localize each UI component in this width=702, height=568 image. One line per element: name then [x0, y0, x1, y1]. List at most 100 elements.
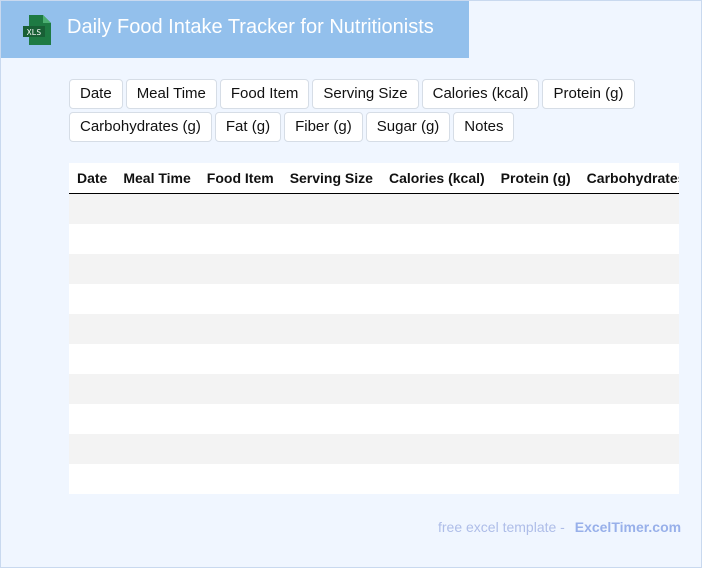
column-header[interactable]: Protein (g) — [492, 163, 579, 194]
column-header[interactable]: Calories (kcal) — [380, 163, 493, 194]
table-cell[interactable] — [199, 344, 282, 374]
table-cell[interactable] — [492, 314, 579, 344]
column-chip[interactable]: Food Item — [219, 79, 310, 109]
table-cell[interactable] — [579, 464, 679, 494]
table-cell[interactable] — [493, 284, 579, 314]
svg-text:XLS: XLS — [27, 28, 42, 37]
column-header[interactable]: Carbohydrates — [578, 163, 679, 194]
column-header[interactable]: Meal Time — [115, 163, 199, 194]
table-cell[interactable] — [578, 193, 679, 224]
table-cell[interactable] — [493, 344, 579, 374]
table-cell[interactable] — [579, 404, 679, 434]
table-cell[interactable] — [69, 464, 115, 494]
table-cell[interactable] — [69, 284, 115, 314]
table-cell[interactable] — [381, 224, 493, 254]
table-cell[interactable] — [380, 254, 493, 284]
table-cell[interactable] — [115, 374, 199, 404]
table-cell[interactable] — [69, 404, 115, 434]
column-chip[interactable]: Meal Time — [125, 79, 217, 109]
table-row — [69, 374, 679, 404]
table-row — [69, 434, 679, 464]
table-header-row: Date Meal Time Food Item Serving Size Calori… — [69, 163, 679, 194]
table-cell[interactable] — [578, 314, 679, 344]
table-cell[interactable] — [493, 224, 579, 254]
table-cell[interactable] — [69, 434, 116, 464]
table-cell[interactable] — [492, 374, 579, 404]
column-chip[interactable]: Calories (kcal) — [421, 79, 540, 109]
table-cell[interactable] — [198, 434, 282, 464]
table-cell[interactable] — [380, 434, 493, 464]
table-cell[interactable] — [198, 254, 282, 284]
column-chip[interactable]: Protein (g) — [542, 79, 635, 109]
table-cell[interactable] — [579, 344, 679, 374]
table-cell[interactable] — [381, 404, 493, 434]
table-cell[interactable] — [578, 254, 679, 284]
table-cell[interactable] — [115, 224, 198, 254]
column-chip[interactable]: Date — [69, 79, 123, 109]
table-cell[interactable] — [579, 224, 679, 254]
table-cell[interactable] — [492, 434, 579, 464]
table-cell[interactable] — [115, 254, 199, 284]
table-cell[interactable] — [199, 224, 282, 254]
table-cell[interactable] — [381, 464, 493, 494]
column-chip[interactable]: Sugar (g) — [365, 112, 451, 142]
footer: free excel template - ExcelTimer.com — [438, 519, 681, 535]
table-cell[interactable] — [115, 314, 199, 344]
table-cell[interactable] — [281, 254, 381, 284]
table-row — [69, 314, 679, 344]
table-cell[interactable] — [115, 284, 198, 314]
table-cell[interactable] — [69, 224, 115, 254]
table-cell[interactable] — [492, 193, 579, 224]
table-cell[interactable] — [381, 284, 493, 314]
table-cell[interactable] — [199, 404, 282, 434]
column-chip[interactable]: Notes — [453, 112, 515, 142]
table-cell[interactable] — [492, 254, 579, 284]
column-header[interactable]: Date — [69, 163, 116, 194]
footer-brand-link[interactable]: ExcelTimer.com — [574, 519, 682, 535]
table-cell[interactable] — [578, 374, 679, 404]
table-cell[interactable] — [380, 374, 493, 404]
column-chip[interactable]: Carbohydrates (g) — [69, 112, 212, 142]
table-cell[interactable] — [493, 404, 579, 434]
table-cell[interactable] — [281, 434, 381, 464]
table-cell[interactable] — [69, 254, 116, 284]
table-cell[interactable] — [115, 404, 198, 434]
table-cell[interactable] — [380, 193, 493, 224]
table-row — [69, 464, 679, 494]
column-header[interactable]: Food Item — [198, 163, 282, 194]
table-cell[interactable] — [282, 464, 381, 494]
table-cell[interactable] — [69, 193, 116, 224]
table-cell[interactable] — [282, 404, 381, 434]
table-cell[interactable] — [69, 344, 115, 374]
table-cell[interactable] — [281, 374, 381, 404]
table-cell[interactable] — [199, 284, 282, 314]
table-cell[interactable] — [115, 464, 198, 494]
table-cell[interactable] — [281, 314, 381, 344]
column-header[interactable]: Serving Size — [281, 163, 381, 194]
table-cell[interactable] — [199, 464, 282, 494]
data-table: Date Meal Time Food Item Serving Size Calori… — [69, 163, 679, 494]
table-cell[interactable] — [282, 284, 381, 314]
table-cell[interactable] — [579, 284, 679, 314]
table-cell[interactable] — [493, 464, 579, 494]
table-cell[interactable] — [69, 314, 116, 344]
table-cell[interactable] — [115, 344, 198, 374]
column-chip[interactable]: Fiber (g) — [284, 112, 363, 142]
column-chip[interactable]: Serving Size — [312, 79, 419, 109]
table-cell[interactable] — [282, 224, 381, 254]
column-chip[interactable]: Fat (g) — [214, 112, 282, 142]
table-cell[interactable] — [198, 374, 282, 404]
table-cell[interactable] — [198, 314, 282, 344]
table-cell[interactable] — [282, 344, 381, 374]
table-cell[interactable] — [115, 193, 199, 224]
table-cell[interactable] — [578, 434, 679, 464]
table-cell[interactable] — [380, 314, 493, 344]
table-cell[interactable] — [198, 193, 282, 224]
table-cell[interactable] — [381, 344, 493, 374]
table-cell[interactable] — [281, 193, 381, 224]
table-cell[interactable] — [115, 434, 199, 464]
table-cell[interactable] — [69, 374, 116, 404]
table-row — [69, 254, 679, 284]
data-table-scroll[interactable]: Date Meal Time Food Item Serving Size Calori… — [69, 163, 679, 494]
